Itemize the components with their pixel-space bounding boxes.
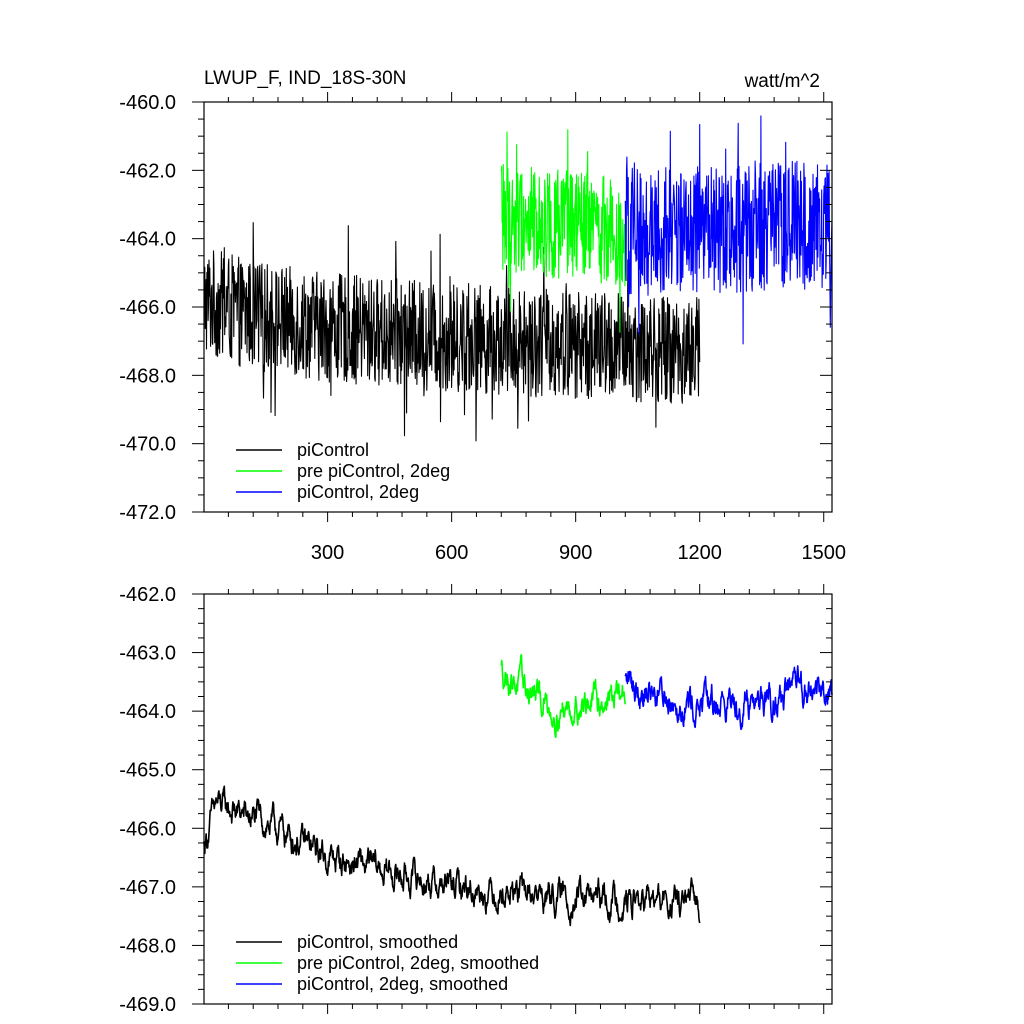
- legend-label-1: pre piControl, 2deg, smoothed: [297, 953, 539, 973]
- y-tick-label: -460.0: [119, 92, 176, 114]
- y-tick-label: -469.0: [119, 994, 176, 1016]
- x-tick-label: 1500: [801, 542, 846, 564]
- y-tick-label: -462.0: [119, 160, 176, 182]
- top-panel: LWUP_F, IND_18S-30N watt/m^2 -472.0 -470.…: [119, 68, 846, 564]
- y-tick-label: -468.0: [119, 365, 176, 387]
- legend-label-1: pre piControl, 2deg: [297, 461, 450, 481]
- series-line-0: [203, 222, 701, 442]
- x-tick-label: 1200: [677, 542, 722, 564]
- units-label: watt/m^2: [744, 71, 820, 92]
- y-tick-label: -463.0: [119, 643, 176, 665]
- y-tick-label: -462.0: [119, 584, 176, 606]
- y-tick-label: -472.0: [119, 502, 176, 524]
- x-tick-label: 300: [311, 542, 344, 564]
- legend-label-0: piControl: [297, 440, 369, 460]
- bottom-panel: -469.0 -468.0 -467.0 -466.0 -465.0 -464.0 -463…: [119, 584, 833, 1016]
- x-tick-label: 600: [435, 542, 468, 564]
- y-tick-label: -466.0: [119, 297, 176, 319]
- legend-label-0: piControl, smoothed: [297, 932, 458, 952]
- y-tick-label: -468.0: [119, 935, 176, 957]
- series-line-2: [624, 665, 833, 731]
- y-tick-label: -464.0: [119, 229, 176, 251]
- series-line-0: [203, 785, 701, 927]
- legend-label-2: piControl, 2deg: [297, 482, 419, 502]
- y-tick-label: -467.0: [119, 877, 176, 899]
- chart-title: LWUP_F, IND_18S-30N: [204, 68, 406, 89]
- y-tick-label: -464.0: [119, 701, 176, 723]
- legend-label-2: piControl, 2deg, smoothed: [297, 974, 508, 994]
- y-tick-label: -466.0: [119, 818, 176, 840]
- series-line-1: [500, 653, 627, 739]
- series-line-1: [500, 129, 626, 333]
- x-tick-label: 900: [559, 542, 592, 564]
- y-tick-label: -470.0: [119, 434, 176, 456]
- series-line-2: [624, 115, 833, 345]
- y-tick-label: -465.0: [119, 760, 176, 782]
